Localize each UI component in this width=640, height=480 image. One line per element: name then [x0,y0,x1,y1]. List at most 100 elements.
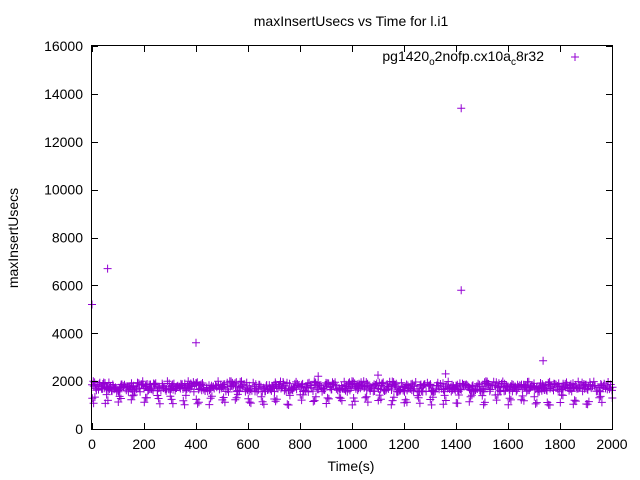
data-point [350,397,359,406]
data-point [481,384,490,393]
legend-label-part: 8r32 [516,48,544,64]
data-point [150,380,159,389]
data-point [180,400,189,409]
data-point [583,385,592,394]
data-point [197,386,206,395]
data-point-outlier [314,372,323,381]
data-point [375,391,384,400]
data-point [337,396,346,405]
data-point-outlier [457,286,466,295]
legend-label-subscript: c [511,57,516,68]
data-point [115,392,124,401]
data-point [574,377,583,386]
y-tick-label: 4000 [52,325,83,341]
data-point [323,393,332,402]
data-point [136,387,145,396]
x-axis-label: Time(s) [328,458,375,474]
data-point [570,396,579,405]
data-point [456,385,465,394]
data-point [181,391,190,400]
data-point [205,400,214,409]
legend-label-part: 2nofp.cx10a [435,48,511,64]
data-point [179,396,188,405]
data-point [347,383,356,392]
data-point [244,394,253,403]
data-point [285,391,294,400]
data-point-outlier [374,371,382,380]
data-point [361,393,370,402]
data-point [591,382,600,391]
data-point [155,399,164,408]
data-point [220,398,229,407]
y-tick-label: 14000 [44,86,83,102]
data-point [168,399,177,408]
data-point [505,394,514,403]
data-point [545,401,554,409]
data-point [480,398,489,407]
legend-label-part: pg1420 [382,48,429,64]
data-point [271,397,280,406]
data-point [579,380,588,388]
data-point [379,378,388,387]
data-point [415,399,424,408]
data-point [453,399,462,408]
y-tick-label: 2000 [52,373,83,389]
x-tick-label: 1600 [492,436,523,452]
data-point [454,391,463,399]
data-point [130,387,139,395]
data-point [283,400,292,409]
data-point-outlier [441,369,450,378]
x-tick-label: 600 [236,436,260,452]
x-tick-label: 200 [132,436,156,452]
data-point [128,391,137,400]
data-point [102,390,111,399]
data-point [457,385,466,394]
data-point [231,395,240,404]
data-point [506,395,515,404]
data-point [194,398,203,407]
y-axis-label: maxInsertUsecs [5,188,21,288]
data-point [595,386,604,395]
data-point [362,392,371,401]
data-point [590,381,599,390]
data-point [584,397,593,406]
data-point [92,386,101,395]
data-point [189,387,198,396]
data-point [297,396,306,405]
data-point [388,396,397,405]
data-point [309,397,318,406]
data-point [530,392,539,401]
data-point [304,387,313,396]
data-point [329,379,338,388]
data-point [259,400,268,409]
data-point [129,391,138,399]
data-point [246,399,255,408]
y-tick-label: 8000 [52,230,83,246]
data-point [363,398,372,407]
data-point [475,386,484,395]
data-point [219,393,228,402]
y-axis: 0 2000 4000 6000 8000 10000 12000 14000 16000 [44,38,612,437]
data-point [154,394,163,403]
x-tick-label: 400 [184,436,208,452]
data-point [309,387,317,396]
x-tick-label: 1000 [336,436,367,452]
data-point-outlier [539,356,548,365]
data-point [349,394,358,402]
data-point [524,377,533,386]
data-point [387,386,396,394]
data-point [597,398,606,407]
legend-marker [571,53,579,61]
data-point-outlier [192,338,200,347]
data-point [411,378,420,386]
data-point [556,398,565,407]
data-point [219,383,228,392]
data-point [387,400,396,409]
data-point [518,391,527,400]
data-point [147,385,156,394]
data-point [467,391,476,400]
legend-marker-icon [571,53,579,61]
data-point [595,393,604,402]
data-point [324,394,333,403]
